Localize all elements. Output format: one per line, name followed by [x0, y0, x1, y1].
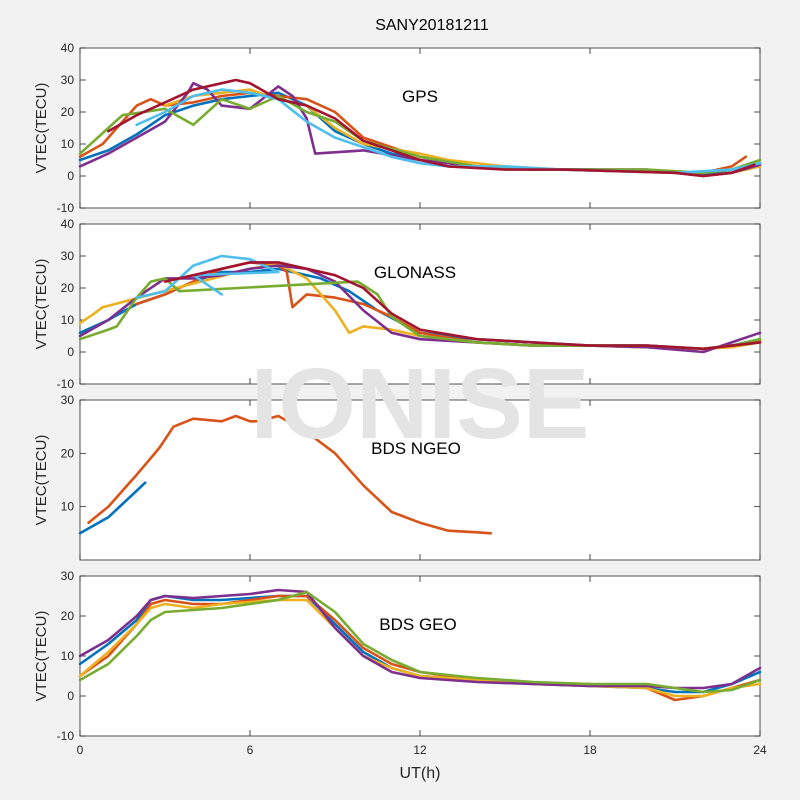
y-axis-label: VTEC(TECU) — [33, 611, 50, 702]
panel-1: -10 0 10 20 30 40 VTEC(TECU) GPS — [33, 41, 762, 215]
y-axis-label: VTEC(TECU) — [33, 259, 50, 350]
panel-3: 10 20 30 VTEC(TECU) BDS NGEO — [33, 393, 761, 561]
y-tick-label: 30 — [61, 249, 75, 263]
y-tick-label: 20 — [61, 446, 75, 460]
series-line-2 — [87, 414, 493, 535]
y-axis-label: VTEC(TECU) — [33, 83, 50, 174]
y-axis-label: VTEC(TECU) — [33, 435, 50, 526]
series-line-7 — [163, 261, 762, 351]
y-tick-label: 0 — [67, 689, 74, 703]
y-tick-label: 10 — [61, 649, 75, 663]
series-line-1 — [78, 481, 147, 535]
y-tick-label: -10 — [57, 729, 75, 743]
x-tick-label: 6 — [247, 743, 254, 757]
y-tick-label: 40 — [61, 217, 75, 231]
series-line-6 — [135, 254, 280, 299]
figure-title: SANY20181211 — [375, 17, 489, 34]
panel-annotation: BDS GEO — [379, 615, 456, 634]
y-tick-label: 30 — [61, 393, 75, 407]
series-line-5 — [78, 590, 762, 694]
y-tick-label: 0 — [67, 345, 74, 359]
plot-area — [79, 47, 761, 209]
y-tick-label: 0 — [67, 169, 74, 183]
y-tick-label: 10 — [61, 500, 75, 514]
y-tick-label: 30 — [61, 73, 75, 87]
series-line-2 — [78, 594, 762, 702]
y-tick-label: 10 — [61, 313, 75, 327]
series-line-4 — [78, 264, 762, 354]
x-tick-label: 18 — [583, 743, 597, 757]
x-tick-label: 12 — [413, 743, 427, 757]
y-tick-label: 30 — [61, 569, 75, 583]
series-line-7 — [107, 78, 756, 178]
plot-area — [79, 575, 761, 737]
x-tick-label: 24 — [753, 743, 767, 757]
x-axis-label: UT(h) — [400, 765, 441, 782]
panel-2: -10 0 10 20 30 40 VTEC(TECU) GLONASS — [33, 217, 762, 391]
y-tick-label: -10 — [57, 201, 75, 215]
y-tick-label: 10 — [61, 137, 75, 151]
series-line-5 — [78, 94, 762, 175]
watermark: IONISE — [251, 348, 590, 460]
panel-annotation: GPS — [402, 87, 438, 106]
x-tick-label: 0 — [77, 743, 84, 757]
y-tick-label: 20 — [61, 105, 75, 119]
y-tick-label: 20 — [61, 281, 75, 295]
panel-annotation: BDS NGEO — [371, 439, 461, 458]
y-tick-label: 20 — [61, 609, 75, 623]
panel-annotation: GLONASS — [374, 263, 456, 282]
y-tick-label: 40 — [61, 41, 75, 55]
y-tick-label: -10 — [57, 377, 75, 391]
plot-area — [79, 223, 761, 385]
